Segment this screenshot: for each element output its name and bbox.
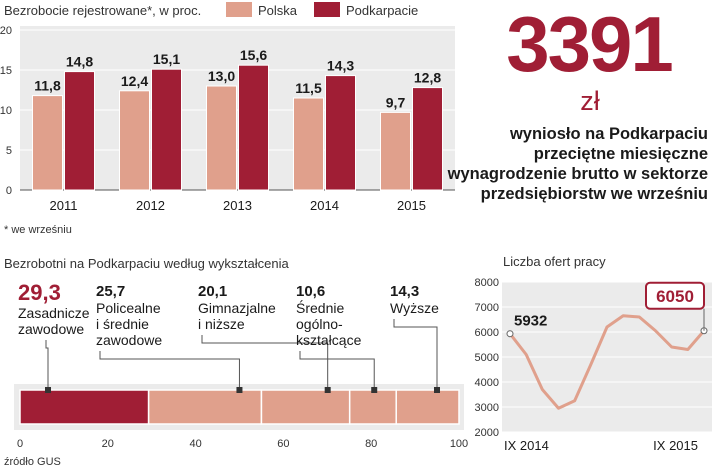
line-y-tick: 7000	[475, 302, 499, 314]
bar-polska-2015	[380, 111, 411, 191]
education-value-label: 25,7	[96, 283, 125, 300]
education-x-tick: 40	[189, 438, 201, 450]
x-tick-label: 2013	[223, 198, 252, 213]
bar-value-label: 15,6	[240, 47, 267, 63]
bar-chart-title: Bezrobocie rejestrowane*, w proc.	[4, 3, 201, 18]
x-tick-label: 2014	[310, 198, 339, 213]
bar-podkarpacie-2011	[64, 71, 95, 191]
bar-polska-2013	[206, 85, 237, 191]
headline-unit: zł	[580, 86, 600, 116]
legend-swatch-polska	[226, 2, 252, 17]
line-y-tick: 4000	[475, 377, 499, 389]
bar-podkarpacie-2014	[325, 75, 356, 191]
education-name-label: i średnie	[96, 316, 149, 332]
bar-polska-2012	[119, 90, 150, 191]
leader-line	[45, 340, 49, 387]
education-value-label: 20,1	[198, 283, 227, 300]
bar-polska-2014	[293, 97, 324, 191]
line-y-tick: 2000	[475, 427, 499, 439]
education-x-tick: 100	[450, 438, 468, 450]
education-name-label: kształcące	[296, 332, 362, 348]
bar-value-label: 14,8	[66, 54, 93, 70]
education-name-label: Zasadnicze	[18, 305, 90, 321]
callout-box	[645, 281, 705, 310]
education-name-label: Średnie	[296, 299, 344, 316]
bar-value-label: 13,0	[208, 68, 235, 84]
education-x-tick: 20	[102, 438, 114, 450]
bar-value-label: 12,8	[414, 70, 441, 86]
callout-label-start: 5932	[514, 313, 547, 330]
leader-line	[299, 351, 375, 387]
bar-value-label: 15,1	[153, 51, 180, 67]
line-y-tick: 3000	[475, 402, 499, 414]
callout-point	[506, 330, 514, 338]
bar-value-label: 11,5	[295, 80, 322, 96]
bar-value-label: 14,3	[327, 58, 354, 74]
education-name-label: ogólno-	[296, 316, 343, 332]
job-offers-line-chart: 2000 3000 4000 5000 6000 7000 8000 5932 6050 IX 2…	[475, 277, 712, 453]
footnote: * we wrześniu	[4, 224, 72, 236]
line-y-tick: 8000	[475, 277, 499, 289]
education-x-tick: 0	[17, 438, 23, 450]
y-tick-label: 10	[0, 105, 12, 117]
x-tick-label: 2011	[50, 198, 78, 213]
bar-podkarpacie-2012	[151, 68, 182, 191]
line-y-tick: 5000	[475, 352, 499, 364]
education-name-label: zawodowe	[96, 332, 162, 348]
y-tick-label: 15	[0, 65, 12, 77]
education-name-label: i niższe	[198, 316, 245, 332]
legend-label-polska: Polska	[258, 3, 298, 18]
source-note: źródło GUS	[4, 456, 61, 468]
education-segment-4	[348, 389, 397, 425]
y-tick-label: 5	[6, 145, 12, 157]
headline-description: wyniosło na Podkarpaciu przeciętne miesi…	[447, 125, 708, 203]
education-chart-title: Bezrobotni na Podkarpaciu według wykszta…	[4, 256, 289, 271]
legend-swatch-podkarpacie	[314, 2, 340, 17]
bar-value-label: 12,4	[121, 73, 148, 89]
job-offers-title: Liczba ofert pracy	[503, 254, 606, 269]
line-x-label-end: IX 2015	[653, 438, 698, 453]
education-segment-2	[147, 389, 263, 425]
education-segment-5	[395, 389, 460, 425]
education-value-label: 14,3	[390, 283, 419, 300]
education-x-tick: 60	[277, 438, 289, 450]
y-tick-label: 20	[0, 25, 12, 37]
education-segment-3	[260, 389, 351, 425]
education-value-label: 10,6	[296, 283, 325, 300]
callout-label-end: 6050	[656, 287, 694, 306]
bar-podkarpacie-2013	[238, 64, 269, 191]
education-name-label: zawodowe	[18, 321, 84, 337]
segment-marker	[236, 387, 243, 393]
leader-line	[99, 351, 240, 387]
bar-podkarpacie-2015	[412, 87, 443, 191]
leader-line	[393, 319, 438, 387]
line-x-label-start: IX 2014	[504, 438, 549, 453]
line-y-tick: 6000	[475, 327, 499, 339]
segment-marker	[324, 387, 331, 393]
bar-value-label: 11,8	[34, 78, 61, 94]
job-offers-line	[508, 314, 706, 410]
bar-value-label: 9,7	[386, 94, 406, 110]
x-tick-label: 2015	[397, 198, 426, 213]
bar-polska-2011	[32, 95, 63, 191]
legend-label-podkarpacie: Podkarpacie	[346, 3, 418, 18]
education-name-label: Gimnazjalne	[198, 300, 276, 316]
education-x-tick: 80	[365, 438, 377, 450]
segment-marker	[434, 387, 440, 393]
education-value-label: 29,3	[18, 280, 61, 305]
education-segment-1	[19, 389, 150, 425]
education-name-label: Wyższe	[390, 300, 439, 316]
segment-marker	[371, 387, 378, 393]
education-name-label: Policealne	[96, 300, 161, 316]
y-tick-label: 0	[6, 185, 12, 197]
x-tick-label: 2012	[136, 198, 165, 213]
segment-marker	[45, 387, 51, 393]
leader-line	[201, 335, 329, 387]
unemployment-bar-chart: Bezrobocie rejestrowane*, w proc. Polska P…	[0, 2, 455, 213]
headline-value: 3391	[506, 0, 674, 88]
